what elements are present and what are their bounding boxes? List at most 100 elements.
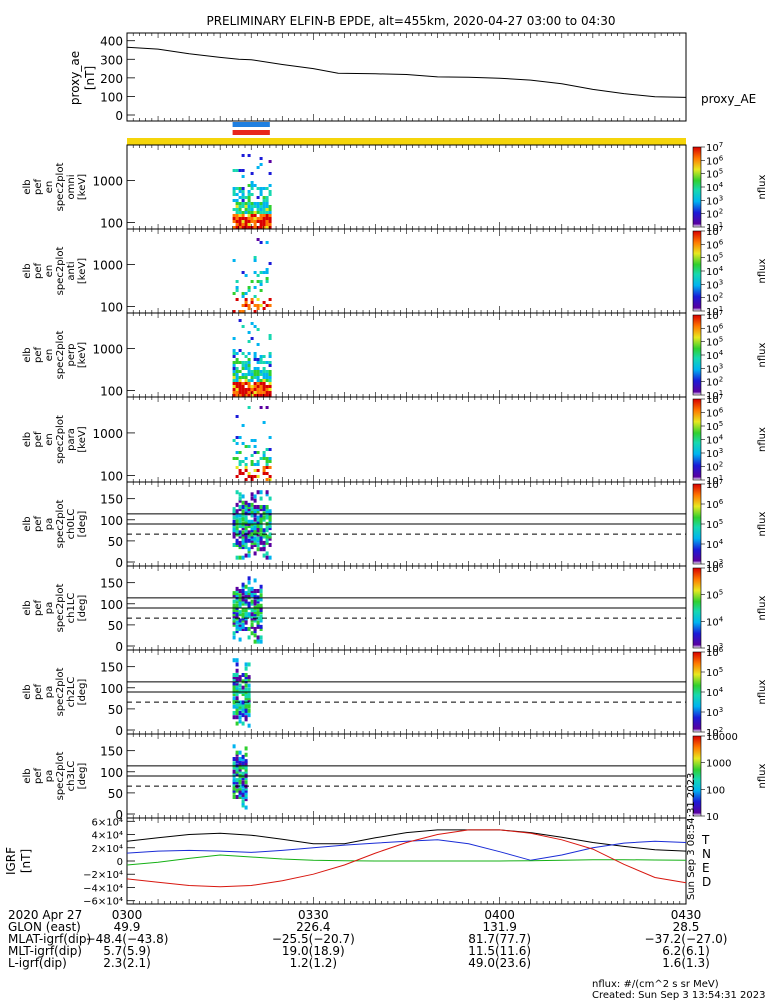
energy-pixel bbox=[238, 394, 242, 397]
energy-pixel bbox=[256, 220, 260, 223]
energy-pixel bbox=[247, 379, 251, 382]
energy-pixel bbox=[256, 187, 260, 190]
energy-pixel bbox=[262, 307, 266, 310]
pa-pixel bbox=[244, 759, 248, 764]
pa-panel-0-colorbar-label: 106 bbox=[706, 498, 724, 511]
pa-pixel bbox=[241, 765, 245, 770]
pa-pixel bbox=[244, 769, 248, 774]
pa-pixel bbox=[244, 618, 248, 623]
energy-pixel bbox=[268, 385, 272, 388]
pa-ytick-label: 50 bbox=[108, 787, 123, 801]
pa-pixel bbox=[232, 757, 236, 761]
pa-pixel bbox=[241, 515, 245, 520]
pa-pixel bbox=[235, 681, 239, 686]
pa-pixel bbox=[253, 524, 257, 528]
energy-pixel bbox=[247, 208, 251, 211]
energy-pixel bbox=[232, 199, 236, 202]
energy-pixel bbox=[268, 376, 272, 379]
energy-pixel bbox=[250, 226, 254, 229]
igrf-ytick-label: 4×10⁴ bbox=[92, 831, 123, 842]
energy-pixel bbox=[241, 460, 245, 463]
energy-pixel bbox=[268, 391, 272, 394]
energy-panel-1-colorbar-label: 105 bbox=[706, 252, 723, 265]
energy-panel-2-colorbar-label: 101 bbox=[706, 389, 723, 402]
energy-pixel bbox=[262, 355, 266, 358]
energy-pixel bbox=[250, 280, 254, 283]
pa-panel-0: 0 50 100 150 elb pef pa spec2plot ch0LC [deg] 103 1… bbox=[22, 478, 768, 571]
pa-pixel bbox=[241, 788, 245, 793]
pa-pixel bbox=[244, 593, 248, 598]
pa-pixel bbox=[244, 500, 248, 505]
energy-pixel bbox=[238, 223, 242, 226]
pa-pixel bbox=[238, 540, 242, 545]
energy-pixel bbox=[253, 370, 257, 373]
energy-panel-2-ylabel-4: perp bbox=[66, 344, 77, 367]
pa-pixel bbox=[268, 534, 272, 539]
pa-pixel bbox=[259, 517, 263, 522]
pa-pixel bbox=[235, 698, 239, 703]
energy-pixel bbox=[232, 394, 236, 397]
energy-pixel bbox=[232, 193, 236, 196]
energy-pixel bbox=[238, 376, 242, 379]
pa-pixel bbox=[244, 553, 248, 558]
pa-pixel bbox=[235, 778, 239, 783]
energy-pixel bbox=[238, 187, 242, 190]
energy-pixel bbox=[241, 226, 245, 229]
pa-pixel bbox=[241, 795, 245, 799]
pa-pixel bbox=[244, 515, 248, 520]
pa-pixel bbox=[238, 769, 242, 774]
pa-pixel bbox=[241, 673, 245, 677]
energy-pixel bbox=[268, 337, 272, 340]
ephemeris-value: 2.3(2.1) bbox=[103, 956, 151, 970]
energy-pixel bbox=[253, 388, 257, 391]
pa-pixel bbox=[256, 505, 260, 509]
energy-pixel bbox=[256, 394, 260, 397]
pa-pixel bbox=[244, 627, 248, 631]
pa-pixel bbox=[253, 540, 257, 545]
pa-pixel bbox=[235, 511, 239, 516]
energy-pixel bbox=[253, 223, 257, 226]
pa-pixel bbox=[244, 601, 248, 606]
pa-pixel bbox=[232, 543, 236, 547]
energy-pixel bbox=[253, 202, 257, 205]
energy-pixel bbox=[238, 211, 242, 214]
energy-pixel bbox=[259, 157, 263, 160]
pa-pixel bbox=[268, 509, 272, 514]
pa-pixel bbox=[250, 599, 254, 604]
pa-panel-2-colorbar-label: 106 bbox=[706, 646, 724, 659]
pa-pixel bbox=[235, 679, 239, 684]
pa-pixel bbox=[256, 536, 260, 541]
energy-pixel bbox=[247, 226, 251, 229]
energy-pixel bbox=[232, 190, 236, 193]
energy-panel-1-colorbar-label: 106 bbox=[706, 238, 724, 251]
pa-pixel bbox=[250, 526, 254, 531]
energy-pixel bbox=[235, 217, 239, 220]
energy-pixel bbox=[265, 463, 269, 466]
pa-pixel bbox=[241, 679, 245, 684]
energy-pixel bbox=[238, 214, 242, 217]
energy-pixel bbox=[238, 472, 242, 475]
energy-pixel bbox=[250, 214, 254, 217]
pa-pixel bbox=[253, 639, 257, 644]
energy-pixel bbox=[259, 283, 263, 286]
pa-pixel bbox=[241, 616, 245, 621]
pa-pixel bbox=[244, 534, 248, 539]
pa-ytick-label: 0 bbox=[115, 640, 123, 654]
pa-pixel bbox=[247, 580, 251, 585]
energy-panel-3-colorbar bbox=[692, 398, 702, 481]
pa-pixel bbox=[232, 519, 236, 524]
energy-pixel bbox=[265, 391, 269, 394]
pa-pixel bbox=[232, 618, 236, 623]
pa-pixel bbox=[244, 584, 248, 589]
energy-pixel bbox=[262, 196, 266, 199]
energy-pixel bbox=[238, 391, 242, 394]
proxy-ae-ytick-label: 200 bbox=[100, 72, 123, 86]
pa-pixel bbox=[259, 538, 263, 543]
energy-pixel bbox=[253, 205, 257, 208]
pa-pixel bbox=[256, 532, 260, 537]
pa-pixel bbox=[268, 524, 272, 528]
pa-pixel bbox=[232, 608, 236, 612]
pa-pixel bbox=[232, 530, 236, 535]
energy-pixel bbox=[268, 172, 272, 175]
pa-pixel bbox=[247, 530, 251, 535]
